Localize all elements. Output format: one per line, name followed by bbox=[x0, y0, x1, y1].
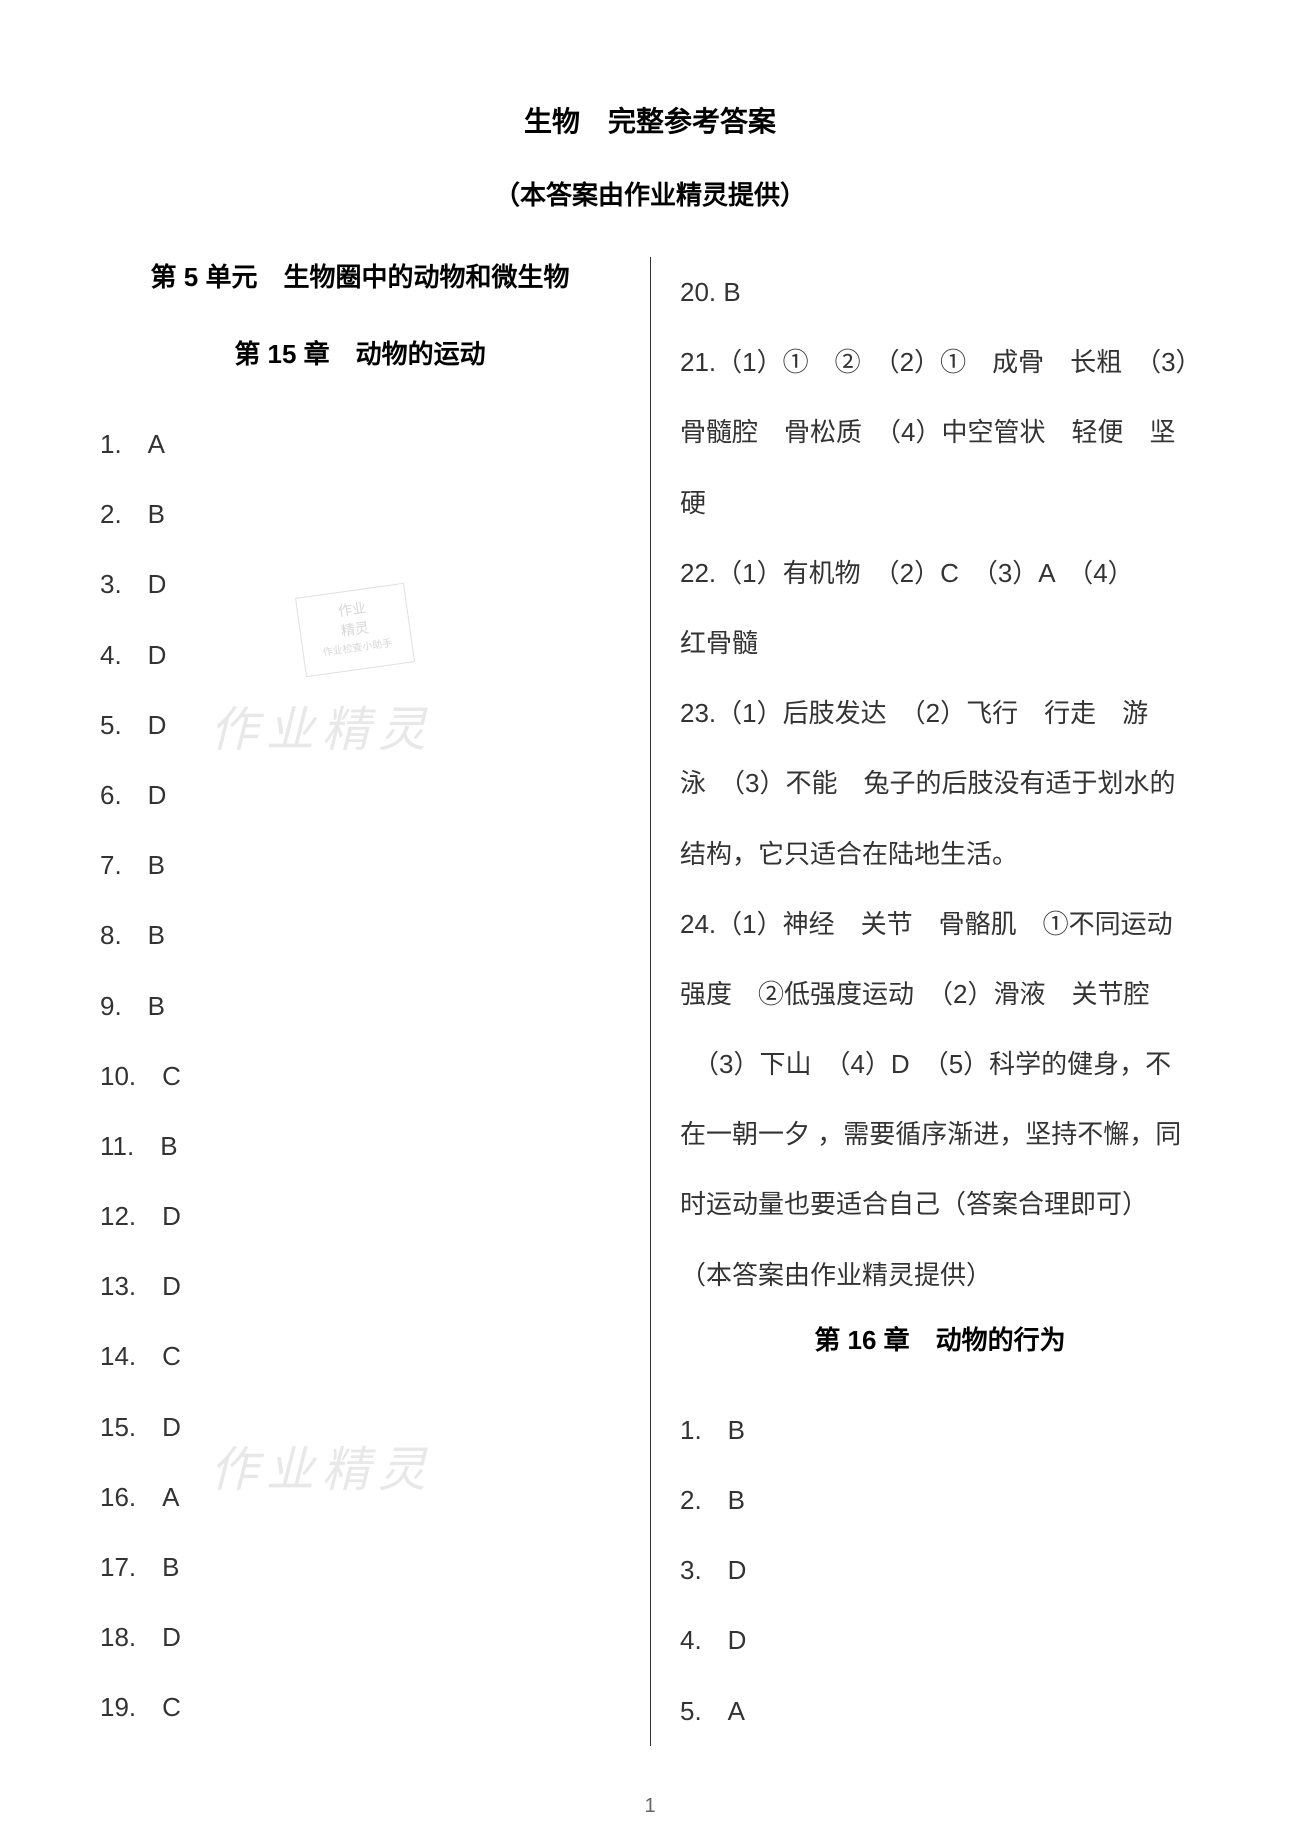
long-answer-line: 21.（1）① ② （2）① 成骨 长粗 （3） bbox=[680, 327, 1200, 397]
chapter-15-heading: 第 15 章 动物的运动 bbox=[100, 334, 620, 371]
answer-item: 8. B bbox=[100, 900, 620, 970]
long-answer-line: （3）下山 （4）D （5）科学的健身，不 bbox=[680, 1029, 1200, 1099]
long-answers-container: 21.（1）① ② （2）① 成骨 长粗 （3）骨髓腔 骨松质 （4）中空管状 … bbox=[680, 327, 1200, 1310]
answer-item: 5. A bbox=[680, 1676, 1200, 1746]
long-answer-line: 23.（1）后肢发达 （2）飞行 行走 游 bbox=[680, 678, 1200, 748]
answer-item: 14. C bbox=[100, 1321, 620, 1391]
answer-item: 3. D bbox=[100, 549, 620, 619]
answer-item: 4. D bbox=[100, 620, 620, 690]
answer-item: 16. A bbox=[100, 1462, 620, 1532]
column-divider bbox=[650, 257, 651, 1746]
answer-item: 2. B bbox=[100, 479, 620, 549]
chapter-16-heading: 第 16 章 动物的行为 bbox=[680, 1320, 1200, 1357]
answer-item: 1. B bbox=[680, 1395, 1200, 1465]
long-answer-line: 骨髓腔 骨松质 （4）中空管状 轻便 坚 bbox=[680, 397, 1200, 467]
right-column: 20. B 21.（1）① ② （2）① 成骨 长粗 （3）骨髓腔 骨松质 （4… bbox=[650, 257, 1210, 1746]
long-answer-line: 泳 （3）不能 兔子的后肢没有适于划水的 bbox=[680, 748, 1200, 818]
answer-item: 5. D bbox=[100, 690, 620, 760]
answer-item: 1. A bbox=[100, 409, 620, 479]
answer-item: 4. D bbox=[680, 1605, 1200, 1675]
long-answer-line: 22.（1）有机物 （2）C （3）A （4） bbox=[680, 538, 1200, 608]
answer-item: 12. D bbox=[100, 1181, 620, 1251]
page-number: 1 bbox=[644, 1795, 655, 1818]
content-container: 第 5 单元 生物圈中的动物和微生物 第 15 章 动物的运动 1. A2. B… bbox=[90, 257, 1210, 1746]
answer-item: 15. D bbox=[100, 1392, 620, 1462]
unit-heading: 第 5 单元 生物圈中的动物和微生物 bbox=[100, 257, 620, 294]
answer-item: 9. B bbox=[100, 971, 620, 1041]
answer-item: 3. D bbox=[680, 1535, 1200, 1605]
answer-item: 13. D bbox=[100, 1251, 620, 1321]
document-title: 生物 完整参考答案 bbox=[90, 100, 1210, 140]
answer-item: 2. B bbox=[680, 1465, 1200, 1535]
right-answers-container: 1. B2. B3. D4. D5. A bbox=[680, 1395, 1200, 1746]
long-answer-line: 时运动量也要适合自己（答案合理即可） bbox=[680, 1169, 1200, 1239]
answer-item: 19. C bbox=[100, 1672, 620, 1742]
long-answer-line: 在一朝一夕 ，需要循序渐进，坚持不懈，同 bbox=[680, 1099, 1200, 1169]
long-answer-line: 红骨髓 bbox=[680, 608, 1200, 678]
document-subtitle: （本答案由作业精灵提供） bbox=[90, 175, 1210, 212]
answer-item: 11. B bbox=[100, 1111, 620, 1181]
long-answer-line: 强度 ②低强度运动 （2）滑液 关节腔 bbox=[680, 959, 1200, 1029]
long-answer-line: （本答案由作业精灵提供） bbox=[680, 1240, 1200, 1310]
long-answer-line: 硬 bbox=[680, 468, 1200, 538]
long-answer-line: 结构，它只适合在陆地生活。 bbox=[680, 819, 1200, 889]
left-answers-container: 1. A2. B3. D4. D5. D6. D7. B8. B9. B10. … bbox=[100, 409, 620, 1743]
answer-item: 18. D bbox=[100, 1602, 620, 1672]
answer-item: 17. B bbox=[100, 1532, 620, 1602]
left-column: 第 5 单元 生物圈中的动物和微生物 第 15 章 动物的运动 1. A2. B… bbox=[90, 257, 650, 1746]
answer-item: 10. C bbox=[100, 1041, 620, 1111]
long-answer-line: 24.（1）神经 关节 骨骼肌 ①不同运动 bbox=[680, 889, 1200, 959]
answer-20: 20. B bbox=[680, 257, 1200, 327]
answer-item: 6. D bbox=[100, 760, 620, 830]
answer-item: 7. B bbox=[100, 830, 620, 900]
